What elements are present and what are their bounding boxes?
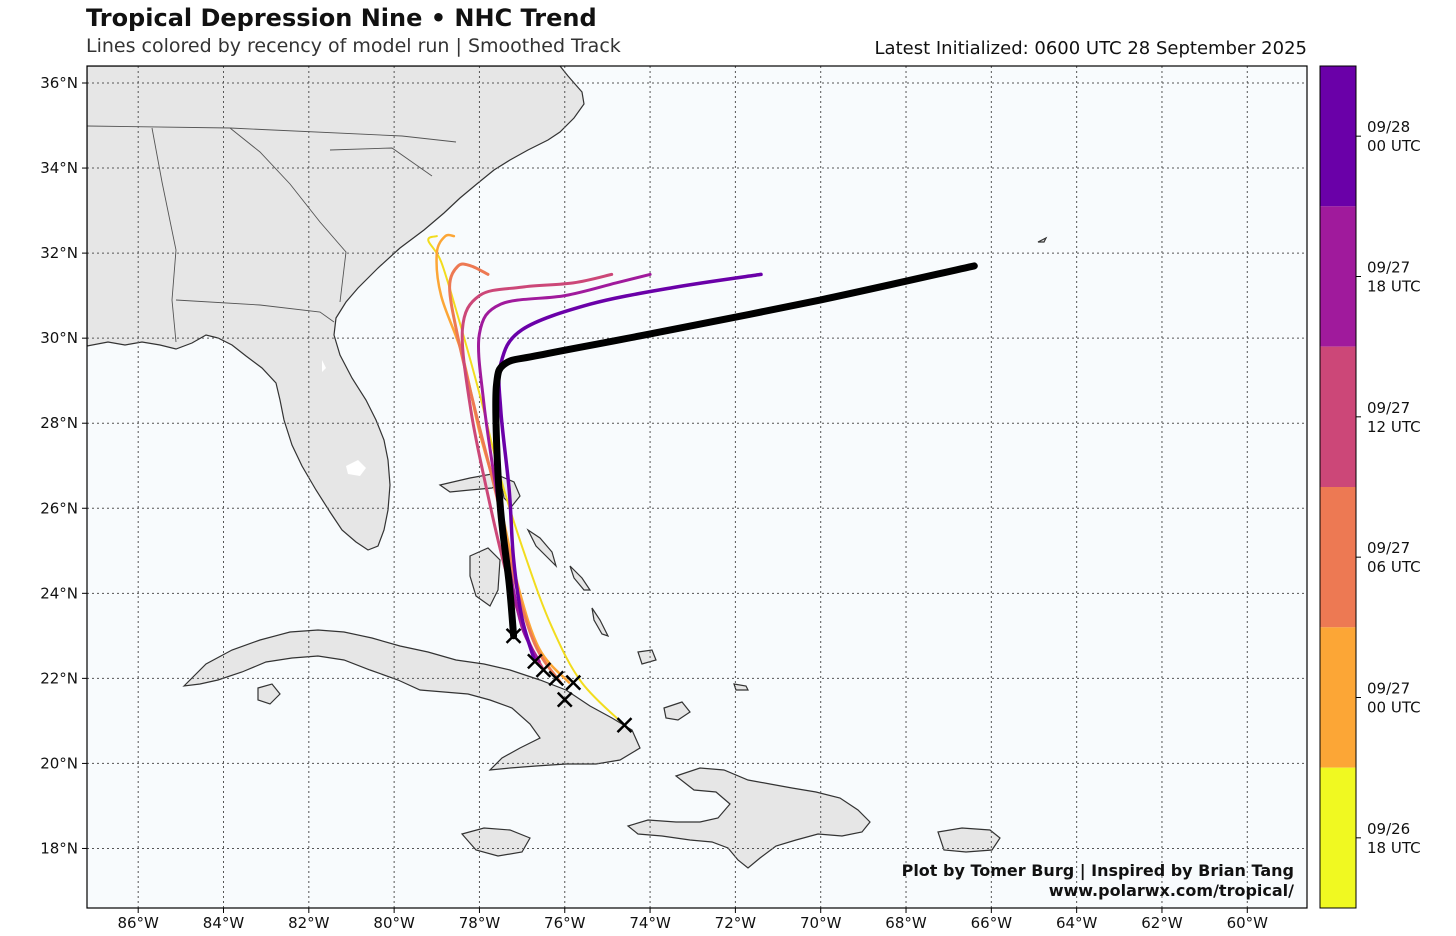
initial-position-marker [548,670,565,687]
lat-tick-label: 28°N [40,414,78,432]
initialized-label: Latest Initialized: 0600 UTC 28 Septembe… [874,38,1307,59]
colorbar-label-date: 09/28 [1367,118,1410,136]
land-hispaniola [626,767,871,869]
colorbar-segment [1320,767,1356,908]
lat-tick-label: 18°N [40,839,78,857]
lakes [322,360,366,476]
lat-tick-label: 34°N [40,159,78,177]
initial-position-markers [505,627,633,734]
credit-line-1: Plot by Tomer Burg | Inspired by Brian T… [902,861,1294,881]
colorbar-label-time: 18 UTC [1367,278,1421,296]
lon-tick-label: 72°W [715,914,757,932]
lon-tick-label: 80°W [373,914,415,932]
initial-position-marker [535,661,552,678]
chart-subtitle: Lines colored by recency of model run | … [86,35,621,57]
land-cuba [182,629,641,771]
land-bermuda [1037,236,1048,243]
land-isla-juventud [257,683,281,705]
colorbar-segment [1320,66,1356,207]
lon-tick-label: 78°W [459,914,501,932]
colorbar-segment [1320,346,1356,487]
land-long-island [591,607,610,638]
lat-tick-label: 36°N [40,74,78,92]
lon-tick-label: 86°W [117,914,159,932]
lat-tick-label: 24°N [40,584,78,602]
initial-position-marker [505,627,522,644]
land-inagua [663,701,691,721]
lon-tick-label: 70°W [800,914,842,932]
state-borders [87,125,457,343]
graticule [87,66,1307,908]
lat-tick-label: 30°N [40,329,78,347]
colorbar-frame [1319,65,1357,909]
initial-position-marker [556,691,573,708]
colorbar-label-time: 00 UTC [1367,137,1421,155]
lon-tick-label: 64°W [1056,914,1098,932]
forecast-track [492,262,978,640]
land-exuma [569,565,592,591]
lon-tick-label: 74°W [629,914,671,932]
forecast-track [448,262,562,685]
lat-tick-label: 20°N [40,754,78,772]
lat-tick-label: 26°N [40,499,78,517]
lon-tick-label: 84°W [203,914,245,932]
lon-tick-label: 66°W [971,914,1013,932]
land-eleuthera [526,528,558,569]
lake-okeechobee [346,460,366,476]
lat-tick-label: 22°N [40,669,78,687]
colorbar-label-date: 09/27 [1367,259,1410,277]
plot-frame [86,65,1308,909]
credit-line-2: www.polarwx.com/tropical/ [1049,881,1294,900]
colorbar-label-time: 06 UTC [1367,558,1421,576]
chart-title: Tropical Depression Nine • NHC Trend [86,4,597,32]
colorbar-label-date: 09/27 [1367,399,1410,417]
lon-tick-label: 82°W [288,914,330,932]
lon-tick-label: 76°W [544,914,586,932]
colorbar-label-time: 12 UTC [1367,418,1421,436]
land-us-southeast [87,66,585,551]
lon-tick-label: 60°W [1227,914,1269,932]
land-layer [87,66,1048,869]
lat-tick-label: 32°N [40,244,78,262]
colorbar-label-time: 18 UTC [1367,839,1421,857]
colorbar-segment [1320,627,1356,768]
land-crooked [637,649,657,665]
forecast-track [427,235,626,727]
initial-position-marker [565,674,582,691]
colorbar-segment [1320,487,1356,628]
colorbar-label-time: 00 UTC [1367,699,1421,717]
colorbar-label-date: 09/26 [1367,820,1410,838]
track-layer [427,233,978,727]
axis-ticks: 86°W 84°W 82°W 80°W 78°W 76°W 74°W 72°W 70°W 68°W… [40,74,1268,932]
colorbar-label-date: 09/27 [1367,680,1410,698]
land-puerto-rico [937,827,1001,853]
lon-tick-label: 68°W [885,914,927,932]
colorbar-label-date: 09/27 [1367,539,1410,557]
initial-position-marker [616,717,633,734]
forecast-track [476,272,652,663]
land-andros [469,547,501,607]
colorbar-segment [1320,206,1356,347]
lon-tick-label: 62°W [1141,914,1183,932]
